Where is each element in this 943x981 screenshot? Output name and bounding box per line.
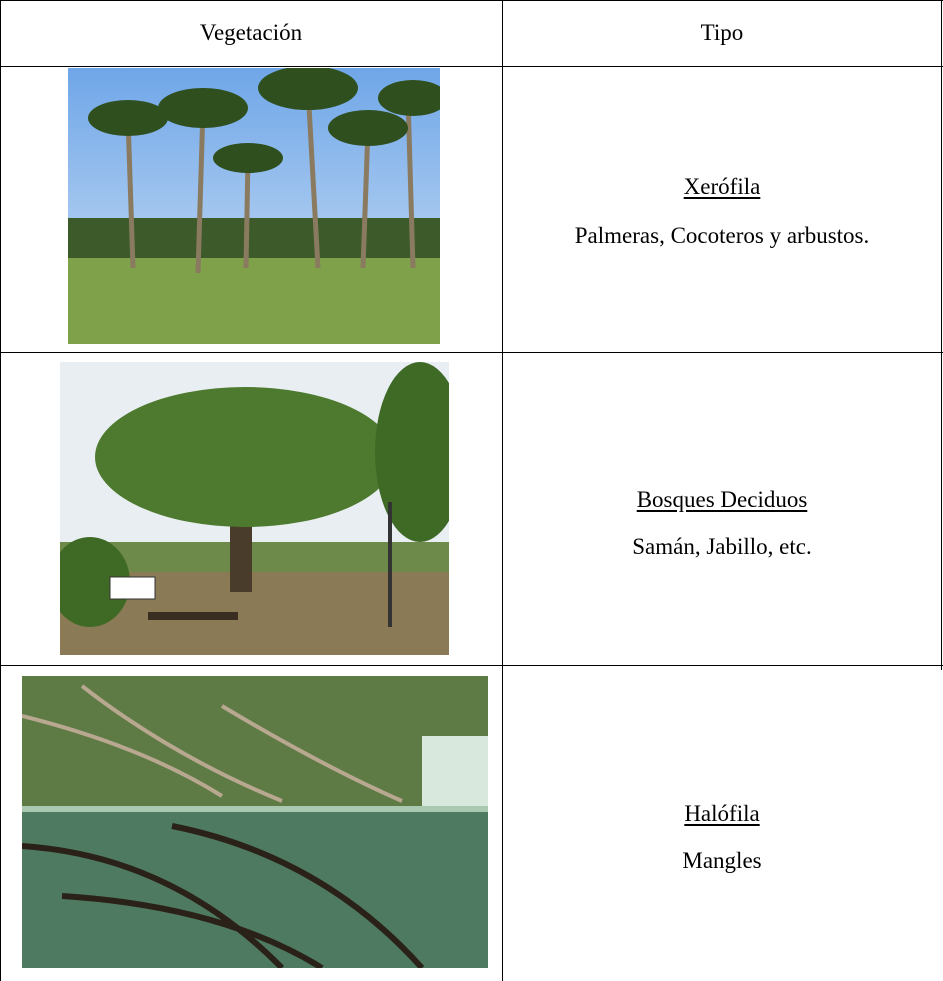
header-cell: Tipo: [701, 20, 744, 46]
row-divider: [0, 352, 943, 353]
border-top: [0, 0, 943, 1]
document-page: Vegetación Tipo Xerófila Palmeras, Cocot…: [0, 0, 943, 981]
vegetation-type: Xerófila: [684, 174, 761, 200]
row-divider: [0, 665, 943, 666]
vegetation-description: Mangles: [682, 848, 761, 874]
palm-photo: [68, 68, 440, 344]
mangrove-photo: [22, 676, 488, 968]
vegetation-type: Bosques Deciduos: [637, 487, 808, 513]
border-right: [941, 0, 942, 670]
vegetation-type: Halófila: [684, 801, 759, 827]
tree-photo: [60, 362, 449, 655]
vegetation-description: Palmeras, Cocoteros y arbustos.: [575, 223, 869, 249]
header-cell: Vegetación: [200, 20, 302, 46]
border-left: [0, 0, 1, 981]
row-divider: [0, 66, 943, 67]
column-divider: [502, 0, 503, 981]
vegetation-description: Samán, Jabillo, etc.: [632, 534, 812, 560]
